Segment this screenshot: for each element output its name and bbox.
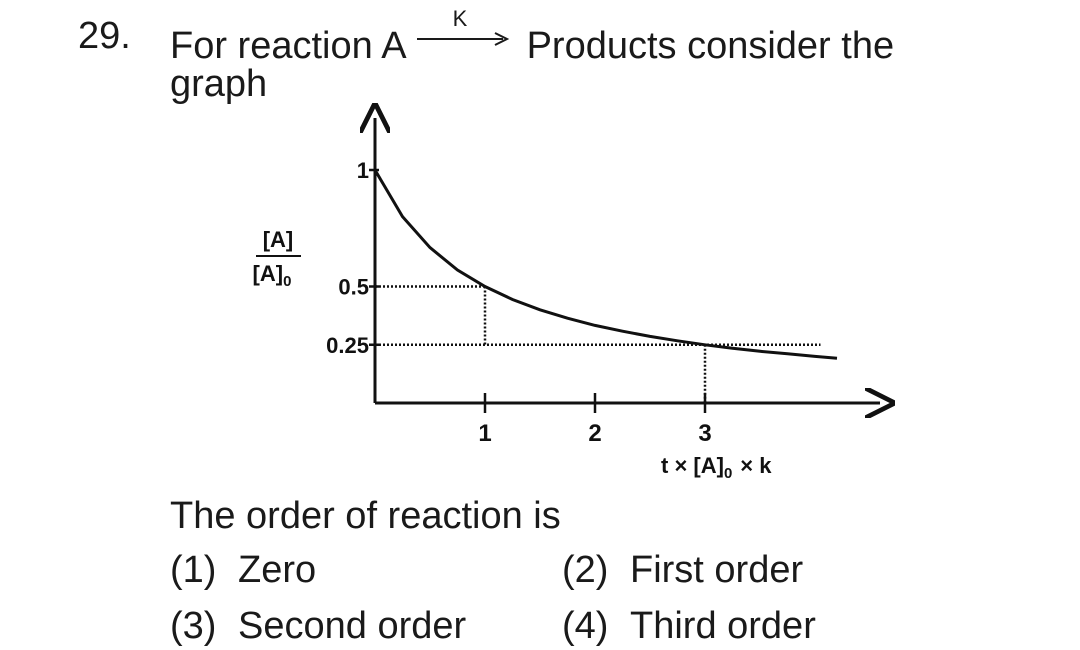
x-axis-label: t × [A]0 × k xyxy=(661,453,772,482)
question-stem-after-arrow: Products consider the xyxy=(526,25,895,67)
right-arrow-icon xyxy=(416,32,509,46)
option-3-number: (3) xyxy=(170,605,217,647)
x-tick-label-2: 2 xyxy=(588,420,601,447)
question-number: 29. xyxy=(78,15,131,57)
option-3-text: Second order xyxy=(238,605,467,647)
y-axis-label-numerator: [A] xyxy=(263,227,294,252)
question-prompt: The order of reaction is xyxy=(170,495,561,537)
rate-constant-label: K xyxy=(452,6,468,31)
option-1-number: (1) xyxy=(170,549,217,591)
concentration-time-graph: 1 2 3 1 0.5 0.25 [A] [A]0 t × [A]0 × k xyxy=(253,0,1080,482)
y-axis-label-denominator: [A]0 xyxy=(253,261,292,290)
option-1[interactable]: (1) Zero xyxy=(170,548,316,592)
option-2[interactable]: (2) First order xyxy=(562,548,803,592)
option-4[interactable]: (4) Third order xyxy=(562,604,816,648)
x-tick-label-3: 3 xyxy=(698,420,711,447)
option-4-number: (4) xyxy=(562,605,609,647)
reaction-arrow: K xyxy=(415,8,513,58)
option-2-text: First order xyxy=(630,549,804,591)
x-tick-label-1: 1 xyxy=(478,420,491,447)
y-tick-label-2: 0.5 xyxy=(338,275,369,300)
question-stem-line2: graph xyxy=(170,63,268,105)
option-1-text: Zero xyxy=(238,549,317,591)
option-2-number: (2) xyxy=(562,549,609,591)
option-4-text: Third order xyxy=(630,605,816,647)
y-tick-label-1: 1 xyxy=(357,158,369,183)
decay-curve xyxy=(373,169,838,360)
option-3[interactable]: (3) Second order xyxy=(170,604,466,648)
question-stem-before-arrow: For reaction A xyxy=(170,25,407,67)
question-stem-line1: For reaction A K Products consider the xyxy=(170,8,895,68)
y-tick-label-3: 0.25 xyxy=(326,333,369,358)
